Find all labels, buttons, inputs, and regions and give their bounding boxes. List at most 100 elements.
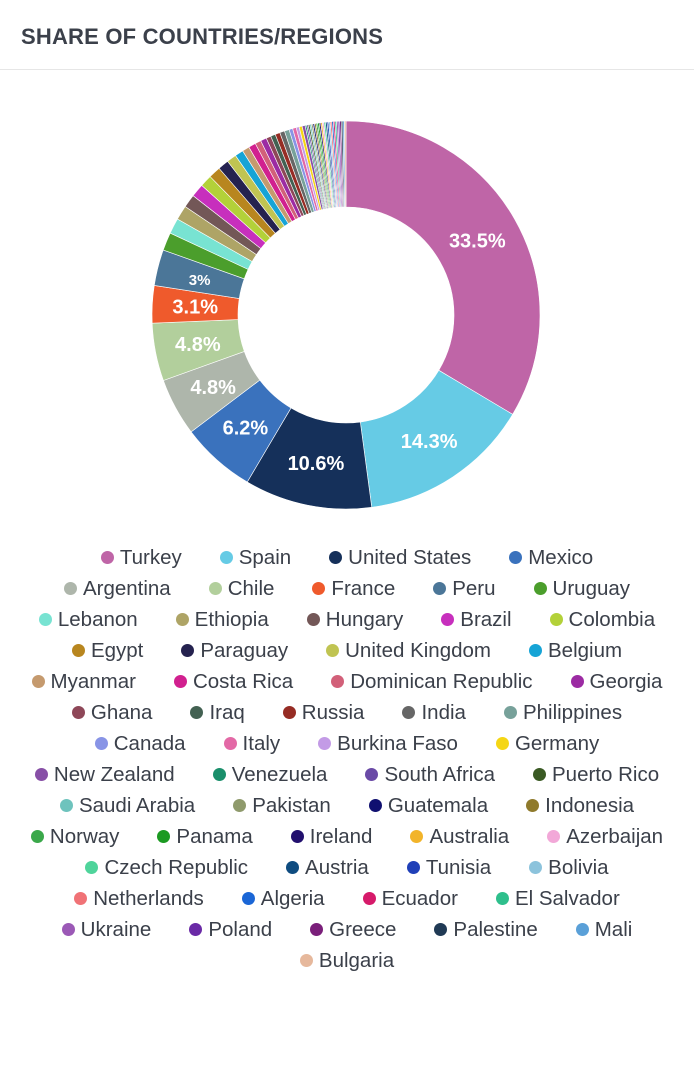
- legend-marker: [173, 675, 187, 688]
- legend-item[interactable]: Mali: [575, 914, 632, 945]
- legend-label: Ireland: [309, 824, 373, 848]
- legend-item[interactable]: Ireland: [290, 821, 373, 852]
- legend-marker: [434, 923, 448, 936]
- legend-item[interactable]: Palestine: [434, 914, 538, 945]
- legend-item[interactable]: Azerbaijan: [547, 821, 663, 852]
- legend-label: Uruguay: [552, 576, 631, 600]
- legend-label: United States: [348, 545, 472, 569]
- legend-item[interactable]: United States: [329, 542, 471, 573]
- legend-marker: [94, 737, 108, 750]
- legend-item[interactable]: Panama: [157, 821, 253, 852]
- legend-marker: [181, 644, 195, 657]
- legend-label: Australia: [429, 824, 510, 848]
- legend-item[interactable]: Bulgaria: [299, 945, 394, 976]
- legend-label: France: [331, 576, 396, 600]
- legend-item[interactable]: Paraguay: [181, 635, 288, 666]
- legend-label: Greece: [329, 917, 397, 941]
- legend-label: Algeria: [260, 886, 325, 910]
- legend-item[interactable]: South Africa: [365, 759, 495, 790]
- legend-item[interactable]: Pakistan: [233, 790, 331, 821]
- legend-marker: [208, 582, 222, 595]
- slice-turkey[interactable]: [345, 120, 541, 415]
- legend-marker: [509, 551, 523, 564]
- legend-marker: [233, 799, 247, 812]
- legend-item[interactable]: Ghana: [71, 697, 152, 728]
- legend-item[interactable]: Germany: [495, 728, 599, 759]
- legend-marker: [312, 582, 326, 595]
- legend-label: Bolivia: [548, 855, 609, 879]
- slice-data-label: 3.1%: [172, 297, 218, 319]
- legend-marker: [549, 613, 563, 626]
- legend-marker: [547, 830, 561, 843]
- legend-item[interactable]: New Zealand: [34, 759, 175, 790]
- legend-marker: [570, 675, 584, 688]
- legend-item[interactable]: Colombia: [549, 604, 655, 635]
- legend-label: Argentina: [82, 576, 171, 600]
- legend-item[interactable]: Myanmar: [31, 666, 136, 697]
- legend-item[interactable]: Italy: [223, 728, 280, 759]
- legend-marker: [71, 644, 85, 657]
- legend-item[interactable]: Costa Rica: [173, 666, 293, 697]
- legend-item[interactable]: Czech Republic: [85, 852, 248, 883]
- legend-item[interactable]: Russia: [282, 697, 364, 728]
- legend-item[interactable]: Ethiopia: [175, 604, 269, 635]
- legend-label: Ukraine: [80, 917, 152, 941]
- legend-item[interactable]: Australia: [410, 821, 509, 852]
- legend-label: Panama: [176, 824, 253, 848]
- legend-label: Burkina Faso: [337, 731, 458, 755]
- legend-item[interactable]: Poland: [189, 914, 272, 945]
- legend-item[interactable]: El Salvador: [495, 883, 620, 914]
- legend-item[interactable]: Burkina Faso: [318, 728, 458, 759]
- legend-marker: [306, 613, 320, 626]
- legend-marker: [533, 768, 546, 781]
- legend-item[interactable]: Ecuador: [362, 883, 458, 914]
- slice-data-label: 14.3%: [401, 431, 458, 453]
- legend-item[interactable]: Saudi Arabia: [59, 790, 195, 821]
- legend-marker: [529, 861, 543, 874]
- legend-item[interactable]: Belgium: [529, 635, 622, 666]
- legend-marker: [30, 830, 44, 843]
- legend-item[interactable]: Guatemala: [368, 790, 488, 821]
- legend-item[interactable]: France: [312, 573, 395, 604]
- legend-item[interactable]: Philippines: [503, 697, 622, 728]
- legend-label: Peru: [452, 576, 496, 600]
- legend-marker: [365, 768, 379, 781]
- legend-item[interactable]: Turkey: [100, 542, 182, 573]
- legend-marker: [406, 861, 420, 874]
- legend-item[interactable]: Greece: [310, 914, 396, 945]
- legend-item[interactable]: Mexico: [509, 542, 593, 573]
- legend-item[interactable]: Hungary: [306, 604, 403, 635]
- legend-label: Egypt: [90, 638, 144, 662]
- legend-item[interactable]: Spain: [219, 542, 291, 573]
- legend-item[interactable]: Ukraine: [61, 914, 152, 945]
- legend-item[interactable]: Peru: [433, 573, 496, 604]
- legend-item[interactable]: Netherlands: [74, 883, 204, 914]
- legend-marker: [331, 675, 345, 688]
- legend-item[interactable]: Dominican Republic: [331, 666, 533, 697]
- legend-label: Tunisia: [425, 855, 492, 879]
- legend-item[interactable]: Venezuela: [212, 759, 327, 790]
- legend-item[interactable]: Chile: [208, 573, 274, 604]
- legend-label: Ethiopia: [194, 607, 269, 631]
- legend-item[interactable]: Uruguay: [533, 573, 631, 604]
- legend-marker: [85, 861, 99, 874]
- legend-item[interactable]: United Kingdom: [326, 635, 491, 666]
- legend-item[interactable]: Norway: [30, 821, 119, 852]
- legend-label: Paraguay: [200, 638, 289, 662]
- legend-label: Dominican Republic: [350, 669, 533, 693]
- legend-item[interactable]: Egypt: [71, 635, 144, 666]
- legend-item[interactable]: Canada: [94, 728, 186, 759]
- legend-item[interactable]: Argentina: [63, 573, 171, 604]
- legend-item[interactable]: Indonesia: [526, 790, 634, 821]
- slice-bulgaria[interactable]: [344, 120, 347, 208]
- legend-item[interactable]: Brazil: [441, 604, 512, 635]
- legend-item[interactable]: Puerto Rico: [533, 759, 659, 790]
- legend-item[interactable]: Austria: [286, 852, 369, 883]
- legend-item[interactable]: India: [402, 697, 466, 728]
- legend-item[interactable]: Georgia: [570, 666, 662, 697]
- legend-item[interactable]: Iraq: [190, 697, 245, 728]
- legend-item[interactable]: Algeria: [241, 883, 325, 914]
- legend-item[interactable]: Tunisia: [406, 852, 492, 883]
- legend-item[interactable]: Lebanon: [38, 604, 138, 635]
- legend-item[interactable]: Bolivia: [529, 852, 609, 883]
